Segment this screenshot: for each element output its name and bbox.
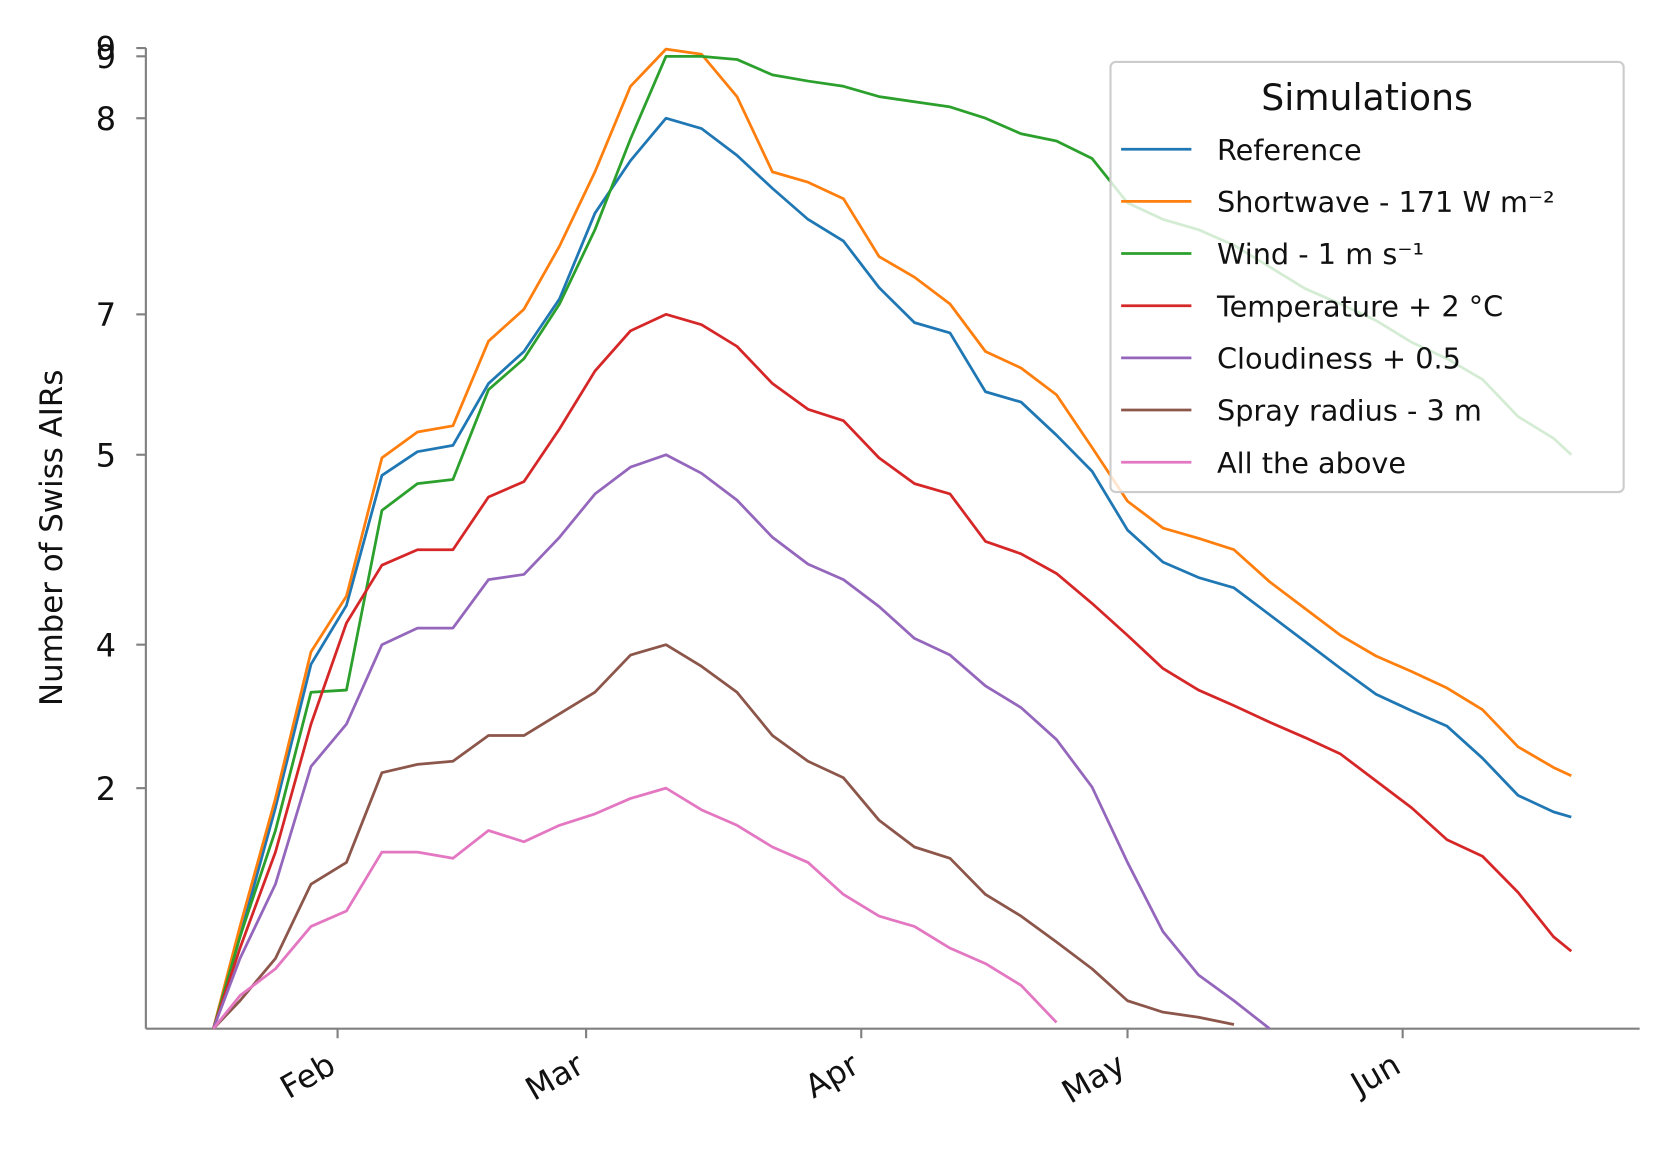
series-line	[212, 453, 1271, 1030]
y-tick-label: 9	[96, 30, 116, 68]
legend-label: Shortwave - 171 W m⁻²	[1217, 185, 1555, 219]
legend-label: Temperature + 2 °C	[1216, 289, 1503, 323]
x-tick-label: Mar	[519, 1045, 591, 1108]
legend-label: All the above	[1217, 446, 1406, 480]
y-tick-label: 2	[96, 770, 116, 808]
x-tick-label: May	[1055, 1045, 1131, 1111]
x-tick-label: Jun	[1343, 1045, 1407, 1104]
legend-box	[1109, 60, 1625, 494]
y-tick-label: 4	[96, 626, 116, 664]
series-line	[212, 786, 1058, 1030]
y-tick-label: 7	[96, 296, 116, 334]
x-tick-label: Apr	[798, 1045, 866, 1106]
y-axis-label: Number of Swiss AIRs	[34, 370, 70, 706]
legend-label: Spray radius - 3 m	[1217, 394, 1482, 428]
legend-label: Cloudiness + 0.5	[1217, 342, 1461, 376]
series-line	[212, 116, 1572, 1030]
x-tick-label: Feb	[274, 1045, 342, 1106]
legend-label: Wind - 1 m s⁻¹	[1217, 237, 1424, 271]
legend-label: Reference	[1217, 133, 1362, 167]
y-tick-label: 9	[96, 38, 116, 76]
y-tick-label: 5	[96, 436, 116, 474]
series-line	[212, 312, 1573, 1030]
y-tick-label: 8	[96, 100, 116, 138]
series-line	[212, 47, 1572, 1029]
legend-title: Simulations	[1261, 76, 1473, 119]
series-line	[212, 643, 1235, 1030]
